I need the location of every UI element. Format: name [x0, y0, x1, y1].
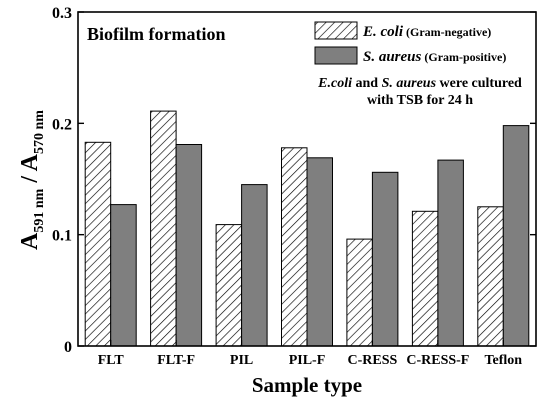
bar-ecoli-pil — [215, 224, 243, 347]
bar-saureus-teflon — [502, 125, 530, 347]
bar-ecoli-flt — [84, 141, 112, 347]
x-axis-title: Sample type — [252, 373, 362, 397]
x-tick-label-flt: FLT — [98, 353, 125, 368]
bar-ecoli-c-ress — [346, 238, 373, 347]
culture-note-line2: with TSB for 24 h — [367, 93, 473, 108]
x-tick-label-c-ress: C-RESS — [348, 353, 398, 368]
culture-note-line1: E.coli and S. aureus were cultured — [317, 76, 522, 91]
legend-label-saureus: S. aureus (Gram-positive) — [363, 49, 506, 65]
x-tick-label-c-ress-f: C-RESS-F — [406, 353, 469, 368]
y-tick-label: 0 — [64, 339, 72, 356]
legend: E. coli (Gram-negative) S. aureus (Gram-… — [314, 21, 506, 65]
bar-saureus-c-ress — [371, 171, 399, 347]
legend-swatch-ecoli — [314, 21, 358, 40]
y-tick-label: 0.3 — [52, 5, 72, 22]
bar-saureus-flt-f — [175, 144, 203, 347]
culture-note: E.coli and S. aureus were cultured with … — [317, 76, 522, 108]
bar-saureus-pil — [241, 184, 268, 347]
bar-ecoli-flt-f — [150, 110, 177, 347]
x-tick-labels: FLT FLT-F PIL PIL-F C-RESS C-RESS-F Teflon — [98, 340, 522, 368]
x-tick-label-flt-f: FLT-F — [157, 353, 195, 368]
bar-ecoli-teflon — [477, 206, 504, 347]
bar-saureus-flt — [110, 204, 137, 347]
bar-saureus-c-ress-f — [437, 159, 464, 347]
x-tick-label-pil: PIL — [230, 353, 253, 368]
x-tick-label-pil-f: PIL-F — [289, 353, 326, 368]
bar-saureus-pil-f — [306, 157, 333, 347]
legend-label-ecoli: E. coli (Gram-negative) — [362, 24, 491, 40]
bar-ecoli-c-ress-f — [411, 210, 439, 347]
x-tick-label-teflon: Teflon — [484, 353, 522, 368]
y-ticks: 0 0.1 0.2 0.3 — [52, 5, 536, 356]
y-axis-title: A591 nm / A570 nm — [17, 110, 47, 250]
legend-swatch-saureus — [314, 46, 358, 65]
bar-ecoli-pil-f — [281, 147, 308, 347]
y-tick-label: 0.1 — [52, 228, 72, 245]
chart-title: Biofilm formation — [87, 24, 225, 44]
y-tick-label: 0.2 — [52, 116, 72, 133]
bars-group — [84, 110, 530, 347]
